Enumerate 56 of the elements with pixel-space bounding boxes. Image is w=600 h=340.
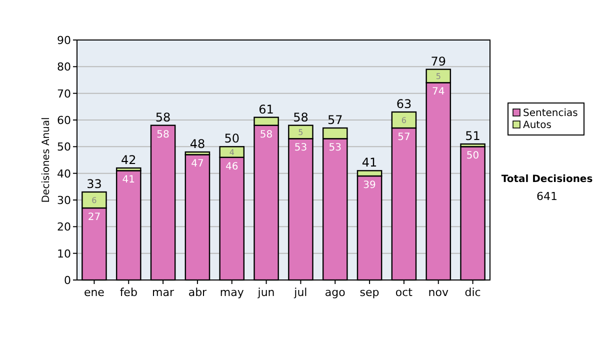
data-label: 6 (401, 116, 407, 125)
total-label: 63 (396, 97, 412, 111)
total-label: 51 (465, 129, 480, 143)
data-label: 58 (260, 129, 273, 140)
data-label: 5 (436, 72, 441, 81)
x-tick-label: ago (324, 286, 346, 299)
x-tick-label: dic (464, 286, 481, 299)
data-label: 46 (226, 161, 238, 172)
data-label: 39 (363, 180, 376, 191)
y-tick-label: 70 (57, 87, 71, 100)
data-label: 41 (122, 174, 135, 186)
x-tick-label: jun (256, 286, 275, 299)
y-tick-label: 20 (57, 220, 71, 234)
y-tick-label: 30 (57, 194, 71, 207)
y-tick-label: 10 (57, 247, 71, 260)
total-label: 79 (430, 54, 446, 68)
total-label: 33 (86, 177, 102, 191)
data-label: 4 (229, 148, 234, 157)
total-label: 50 (224, 132, 240, 146)
y-tick-label: 40 (57, 167, 71, 180)
data-label: 53 (294, 142, 308, 154)
x-tick-label: abr (188, 286, 208, 299)
x-tick-label: ene (84, 286, 105, 299)
y-axis-title: Decisiones Anual (41, 117, 52, 203)
x-tick-label: sep (360, 286, 380, 299)
data-label: 27 (88, 212, 101, 223)
y-tick-label: 80 (57, 60, 71, 74)
data-label: 57 (398, 132, 410, 143)
total-label: 58 (155, 110, 171, 124)
total-label: 48 (190, 137, 206, 151)
total-label: 61 (258, 102, 274, 116)
y-tick-label: 90 (57, 34, 71, 47)
legend-label: Sentencias (523, 108, 578, 119)
data-label: 5 (298, 128, 304, 137)
legend-label: Autos (523, 120, 552, 131)
total-label: 42 (120, 153, 136, 167)
x-tick-label: oct (395, 286, 414, 299)
data-label: 53 (328, 142, 342, 154)
total-label: 58 (293, 110, 308, 124)
x-tick-label: mar (152, 286, 175, 299)
x-tick-label: may (220, 286, 244, 299)
x-tick-label: nov (428, 286, 449, 299)
data-label: 47 (191, 158, 204, 170)
y-tick-label: 0 (64, 274, 71, 287)
total-label: 57 (327, 113, 343, 127)
text: 641 (536, 190, 558, 203)
total-label: 41 (362, 156, 378, 170)
data-label: 50 (466, 150, 480, 162)
data-label: 58 (156, 129, 170, 140)
y-tick-label: 60 (57, 114, 71, 127)
text: Total Decisiones (501, 174, 593, 185)
data-label: 6 (92, 196, 97, 205)
y-tick-label: 50 (57, 140, 71, 154)
x-tick-label: jul (293, 286, 308, 299)
data-label: 74 (432, 86, 445, 98)
x-tick-label: feb (120, 286, 138, 299)
